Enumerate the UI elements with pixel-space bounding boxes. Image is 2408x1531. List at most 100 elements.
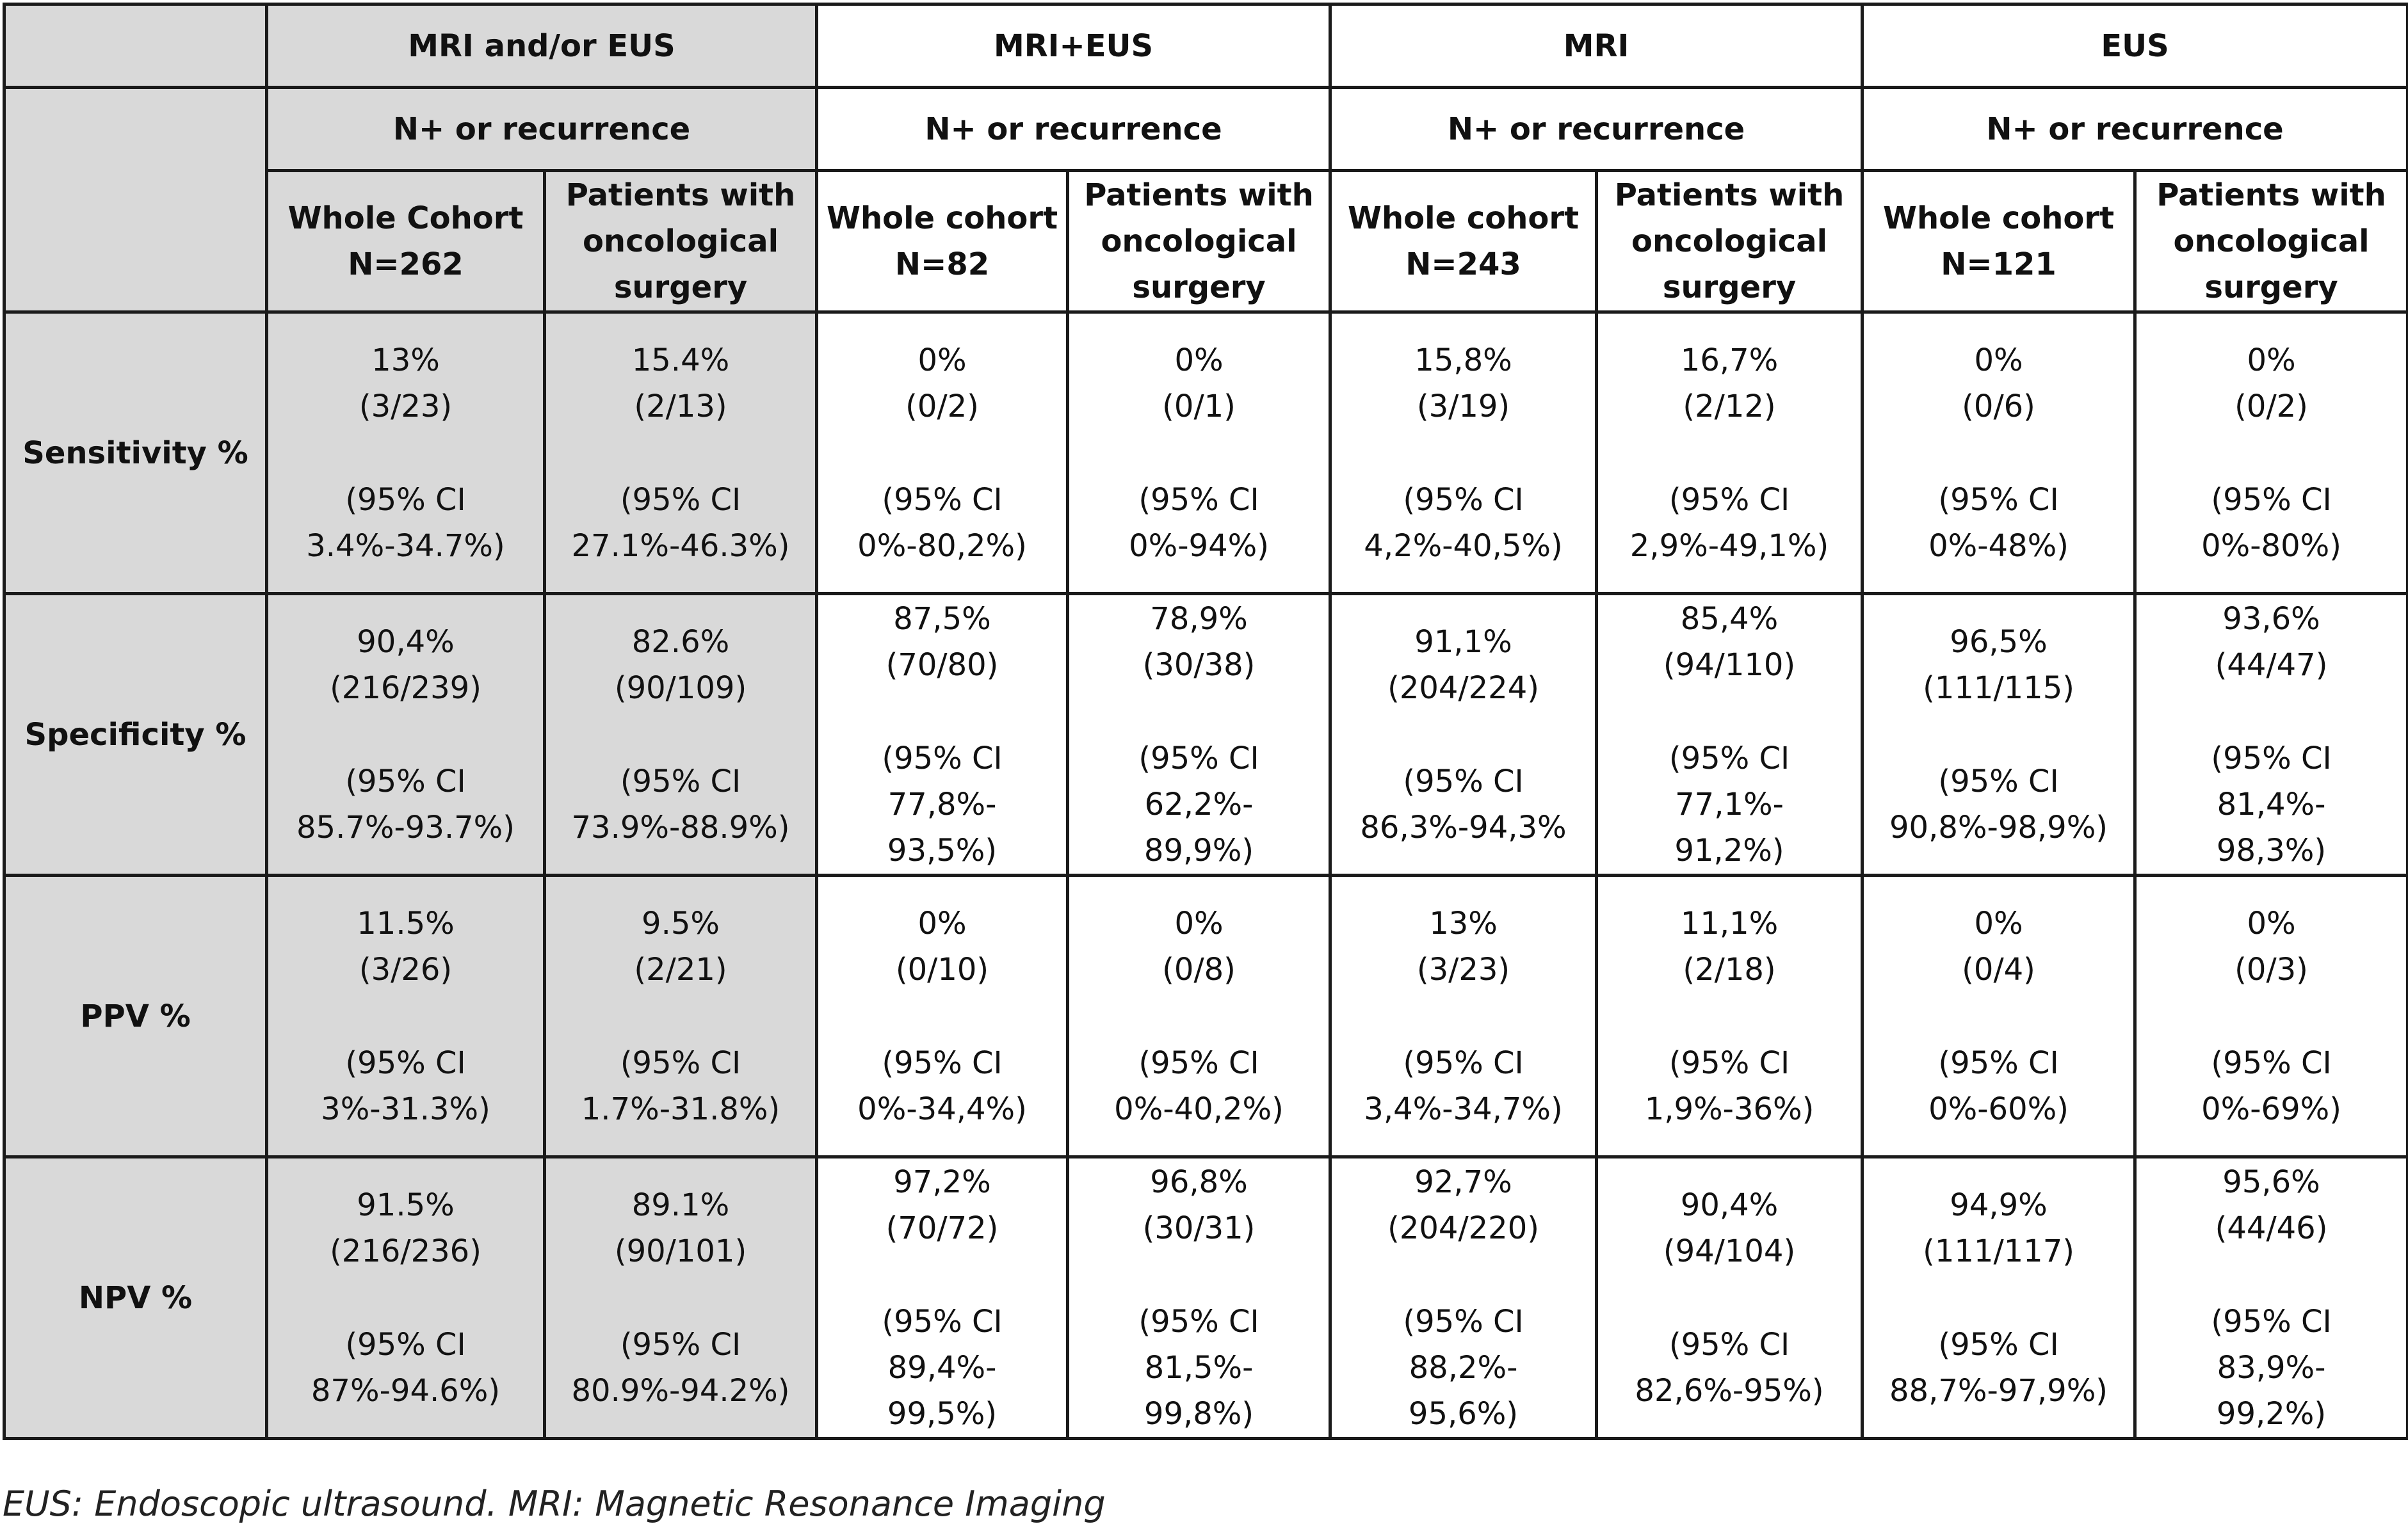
stat-ci-label: (95% CI bbox=[1669, 1326, 1790, 1363]
stat-ci-range-cont: 98,3%) bbox=[2216, 832, 2327, 869]
stat-ci-range: 1,9%-36%) bbox=[1644, 1091, 1814, 1127]
stat-spacer bbox=[1076, 993, 1322, 1040]
stat-ci-label: (95% CI bbox=[1669, 740, 1790, 776]
stat-percent: 13% bbox=[1429, 905, 1498, 942]
stat-fraction: (2/18) bbox=[1683, 951, 1776, 988]
stat-ci-range: 0%-80%) bbox=[2201, 527, 2341, 564]
stat-ci-label: (95% CI bbox=[345, 1326, 466, 1363]
stat-fraction: (2/13) bbox=[634, 388, 727, 424]
stat-cell: 0% (0/2) (95% CI 0%-80,2%) bbox=[815, 310, 1070, 595]
stat-spacer bbox=[553, 711, 809, 758]
stat-fraction: (70/80) bbox=[885, 646, 999, 683]
stat-fraction: (94/104) bbox=[1663, 1233, 1796, 1269]
stat-ci-label: (95% CI bbox=[1403, 1303, 1524, 1340]
stat-cell: 15,8% (3/19) (95% CI 4,2%-40,5%) bbox=[1329, 310, 1599, 595]
stat-cell: 11,1% (2/18) (95% CI 1,9%-36%) bbox=[1595, 874, 1864, 1158]
stat-ci-range: 0%-40,2%) bbox=[1114, 1091, 1284, 1127]
corner-cell-lower bbox=[3, 86, 268, 314]
stat-cell: 92,7% (204/220) (95% CI 88,2%- 95,6%) bbox=[1329, 1155, 1599, 1440]
stat-ci-range: 0%-69%) bbox=[2201, 1091, 2341, 1127]
stat-cell: 91.5% (216/236) (95% CI 87%-94.6%) bbox=[265, 1155, 546, 1440]
stat-percent: 90,4% bbox=[1680, 1187, 1779, 1223]
stat-spacer bbox=[1076, 688, 1322, 735]
stat-percent: 0% bbox=[2247, 905, 2296, 942]
stat-ci-range: 81,5%- bbox=[1144, 1349, 1254, 1386]
stat-percent: 85,4% bbox=[1680, 600, 1779, 637]
stat-percent: 96,5% bbox=[1950, 623, 2048, 660]
table-body: Sensitivity % 13% (3/23) (95% CI 3.4%-34.7%)… bbox=[3, 310, 2408, 1440]
stat-ci-range: 87%-94.6%) bbox=[311, 1372, 501, 1409]
stat-cell: 0% (0/10) (95% CI 0%-34,4%) bbox=[815, 874, 1070, 1158]
stat-ci-label: (95% CI bbox=[620, 1045, 741, 1081]
stat-percent: 90,4% bbox=[357, 623, 455, 660]
stat-cell: 90,4% (216/239) (95% CI 85.7%-93.7%) bbox=[265, 592, 546, 877]
stat-ci-range: 73.9%-88.9%) bbox=[571, 809, 790, 846]
stat-percent: 11.5% bbox=[357, 905, 455, 942]
row-label: PPV % bbox=[3, 874, 268, 1158]
stat-spacer bbox=[1870, 429, 2127, 477]
stat-spacer bbox=[1338, 1251, 1588, 1299]
stat-spacer bbox=[825, 993, 1060, 1040]
cohort-header: Whole Cohort N=262 bbox=[265, 169, 546, 314]
stat-fraction: (44/46) bbox=[2215, 1210, 2328, 1246]
stat-percent: 16,7% bbox=[1680, 342, 1779, 378]
group-header-mri: MRI bbox=[1329, 3, 1864, 89]
stat-fraction: (90/101) bbox=[614, 1233, 747, 1269]
stat-percent: 92,7% bbox=[1414, 1164, 1512, 1200]
stat-ci-range: 62,2%- bbox=[1144, 786, 1254, 822]
stat-ci-range: 0%-94%) bbox=[1129, 527, 1269, 564]
group-header-mri-plus-eus: MRI+EUS bbox=[815, 3, 1332, 89]
stat-ci-range: 4,2%-40,5%) bbox=[1364, 527, 1563, 564]
stat-ci-range: 77,8%- bbox=[887, 786, 997, 822]
stat-fraction: (44/47) bbox=[2215, 646, 2328, 683]
stat-ci-label: (95% CI bbox=[1403, 1045, 1524, 1081]
stat-spacer bbox=[2143, 1251, 2400, 1299]
stat-spacer bbox=[275, 711, 537, 758]
stat-ci-range: 3.4%-34.7%) bbox=[306, 527, 505, 564]
stat-fraction: (0/2) bbox=[2234, 388, 2308, 424]
stat-spacer bbox=[553, 1274, 809, 1322]
group-header-mri-and-or-eus: MRI and/or EUS bbox=[264, 3, 819, 89]
stat-ci-label: (95% CI bbox=[1669, 481, 1790, 518]
stat-percent: 94,9% bbox=[1950, 1187, 2048, 1223]
header-row-cohorts: Whole Cohort N=262 Patients with oncologic… bbox=[4, 169, 2408, 314]
stat-cell: 0% (0/6) (95% CI 0%-48%) bbox=[1861, 310, 2137, 595]
stat-spacer bbox=[1604, 993, 1854, 1040]
stat-ci-range: 2,9%-49,1%) bbox=[1629, 527, 1829, 564]
stat-percent: 0% bbox=[917, 905, 967, 942]
stat-fraction: (0/3) bbox=[2234, 951, 2308, 988]
stat-cell: 0% (0/4) (95% CI 0%-60%) bbox=[1861, 874, 2137, 1158]
stat-fraction: (216/236) bbox=[330, 1233, 481, 1269]
stat-spacer bbox=[1338, 993, 1588, 1040]
stat-percent: 95,6% bbox=[2222, 1164, 2320, 1200]
stat-spacer bbox=[1870, 711, 2127, 758]
stat-fraction: (70/72) bbox=[885, 1210, 999, 1246]
stat-cell: 0% (0/2) (95% CI 0%-80%) bbox=[2133, 310, 2408, 595]
stat-percent: 87,5% bbox=[893, 600, 991, 637]
stat-ci-label: (95% CI bbox=[2211, 1303, 2332, 1340]
stat-percent: 91.5% bbox=[357, 1187, 455, 1223]
stat-spacer bbox=[1338, 711, 1588, 758]
stat-ci-label: (95% CI bbox=[1403, 481, 1524, 518]
stat-cell: 91,1% (204/224) (95% CI 86,3%-94,3% bbox=[1329, 592, 1599, 877]
table-row: Sensitivity % 13% (3/23) (95% CI 3.4%-34.7%)… bbox=[3, 310, 2408, 595]
stat-fraction: (0/8) bbox=[1162, 951, 1236, 988]
stat-ci-label: (95% CI bbox=[620, 1326, 741, 1363]
stat-fraction: (30/38) bbox=[1142, 646, 1256, 683]
stat-spacer bbox=[1338, 429, 1588, 477]
cohort-header: Whole cohort N=243 bbox=[1329, 169, 1599, 314]
stat-percent: 0% bbox=[1974, 905, 2023, 942]
stat-ci-range: 1.7%-31.8%) bbox=[581, 1091, 780, 1127]
stat-ci-label: (95% CI bbox=[882, 1303, 1003, 1340]
stat-fraction: (0/4) bbox=[1962, 951, 2035, 988]
stat-cell: 13% (3/23) (95% CI 3,4%-34,7%) bbox=[1329, 874, 1599, 1158]
stat-percent: 15.4% bbox=[631, 342, 730, 378]
stat-cell: 9.5% (2/21) (95% CI 1.7%-31.8%) bbox=[542, 874, 819, 1158]
stat-percent: 0% bbox=[1174, 342, 1224, 378]
stat-ci-label: (95% CI bbox=[1138, 1303, 1259, 1340]
stat-percent: 0% bbox=[2247, 342, 2296, 378]
stat-cell: 16,7% (2/12) (95% CI 2,9%-49,1%) bbox=[1595, 310, 1864, 595]
stat-cell: 93,6% (44/47) (95% CI 81,4%- 98,3%) bbox=[2133, 592, 2408, 877]
stat-ci-range: 80.9%-94.2%) bbox=[571, 1372, 790, 1409]
stat-spacer bbox=[553, 429, 809, 477]
